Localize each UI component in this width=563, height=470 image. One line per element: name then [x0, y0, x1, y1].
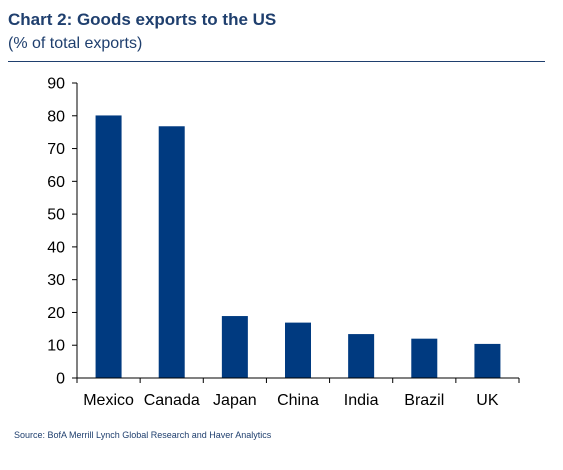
x-tick-label: India	[344, 392, 379, 409]
x-tick-label: UK	[476, 392, 499, 409]
bar-brazil	[411, 338, 438, 378]
bar-china	[285, 322, 311, 378]
axes-group	[72, 82, 520, 383]
y-tick-label: 90	[47, 76, 65, 93]
bar-india	[348, 334, 375, 378]
y-tick-label: 10	[47, 338, 65, 355]
y-tick-label: 40	[47, 239, 65, 256]
bar-mexico	[95, 115, 122, 378]
y-tick-label: 30	[47, 272, 65, 289]
y-tick-label: 0	[56, 371, 65, 388]
y-tick-label: 80	[47, 108, 65, 125]
source-note: Source: BofA Merrill Lynch Global Resear…	[14, 430, 272, 440]
title-rule	[8, 61, 545, 62]
y-tick-label: 70	[47, 141, 65, 158]
y-tick-label: 50	[47, 207, 65, 224]
bar-japan	[221, 316, 248, 378]
x-tick-label: Brazil	[404, 392, 444, 409]
chart-subtitle: (% of total exports)	[8, 35, 143, 52]
bars-group	[95, 115, 501, 379]
bar-canada	[158, 126, 185, 379]
x-tick-label: Mexico	[83, 392, 134, 409]
y-tick-label: 60	[47, 174, 65, 191]
labels-group: 0 10 20 30 40 50 60 70 80 90 Mexico Canada Japan Chin…	[47, 76, 499, 410]
y-tick-label: 20	[47, 305, 65, 322]
x-tick-label: China	[277, 392, 319, 409]
chart-title: Chart 2: Goods exports to the US	[8, 10, 277, 29]
bar-uk	[474, 343, 501, 378]
x-tick-label: Canada	[144, 392, 200, 409]
x-tick-label: Japan	[213, 392, 257, 409]
